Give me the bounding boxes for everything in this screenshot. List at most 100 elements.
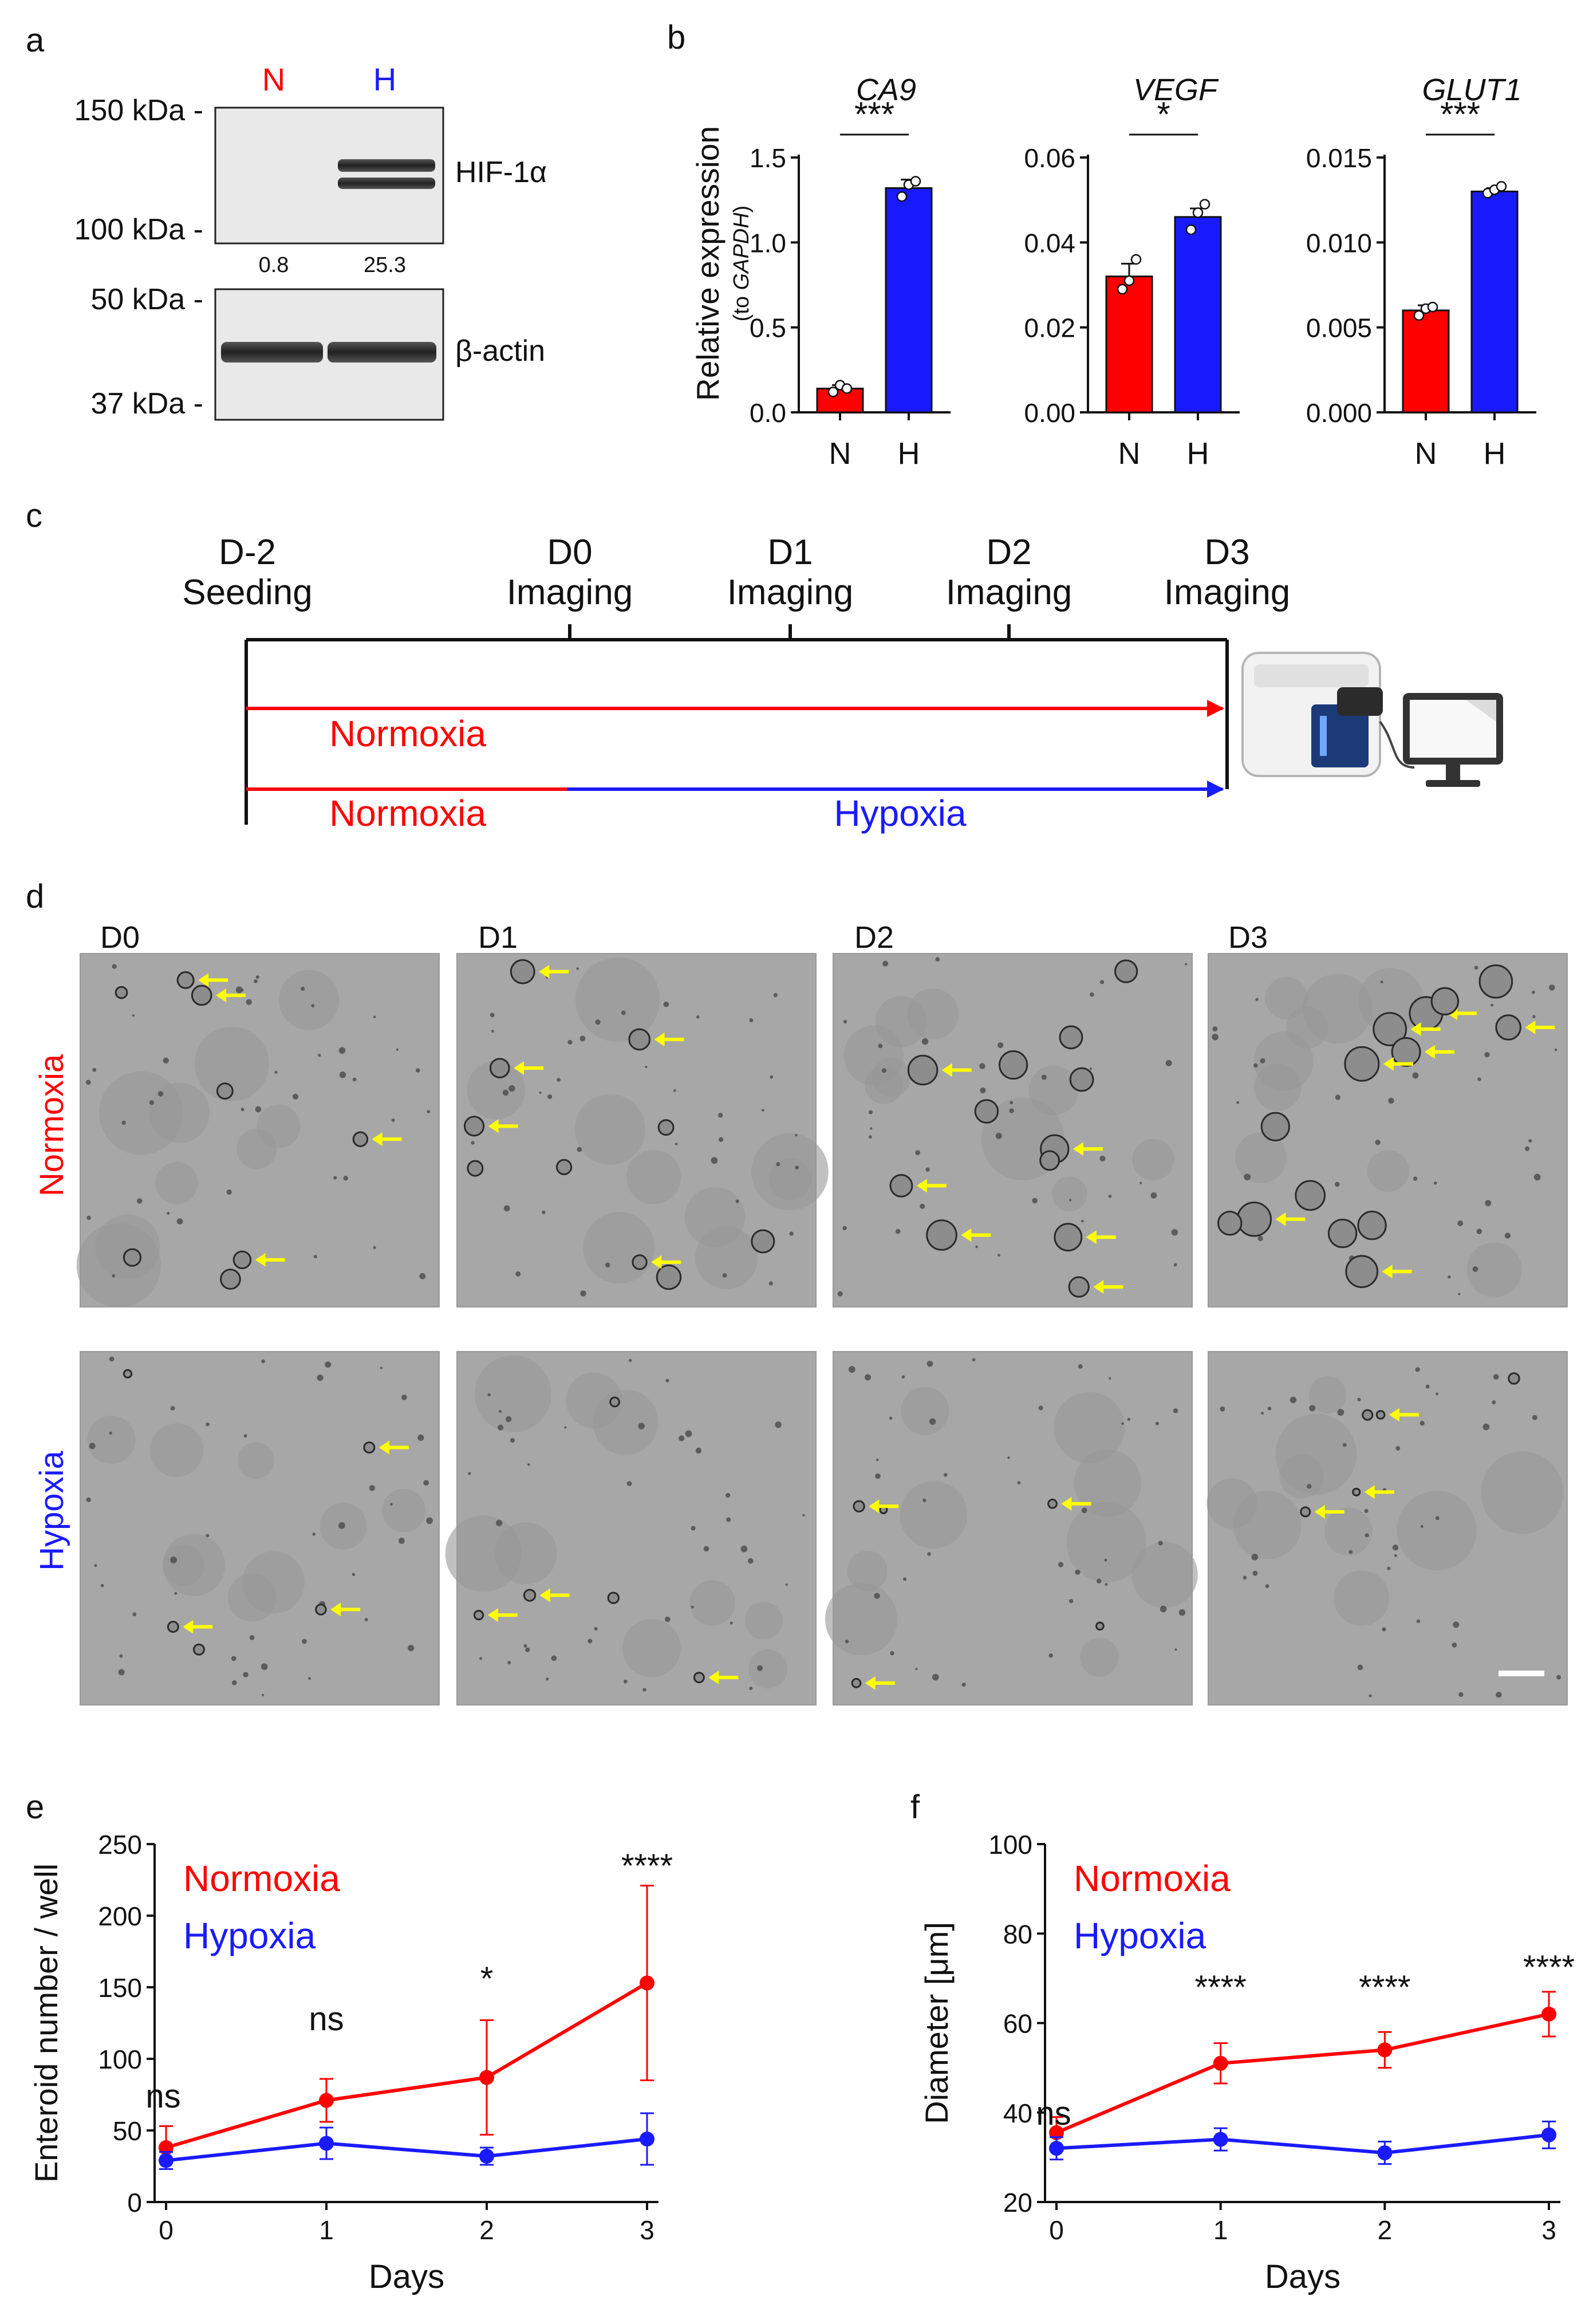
background-blur xyxy=(87,1415,136,1464)
debris-dot xyxy=(1425,1384,1430,1389)
yellow-arrowhead xyxy=(1314,1504,1325,1519)
yellow-arrowhead xyxy=(708,1671,719,1685)
debris-dot xyxy=(675,1143,678,1145)
debris-dot xyxy=(711,1157,718,1164)
enteroid xyxy=(1295,1180,1326,1211)
debris-dot xyxy=(1212,1033,1219,1041)
background-blur xyxy=(901,1386,949,1435)
debris-dot xyxy=(717,1113,723,1118)
background-blur xyxy=(1074,1449,1142,1517)
debris-dot xyxy=(889,1416,893,1420)
debris-dot xyxy=(1504,1232,1511,1239)
background-blur xyxy=(875,996,927,1047)
debris-dot xyxy=(167,1212,170,1215)
debris-dot xyxy=(231,1656,236,1661)
debris-dot xyxy=(1081,1219,1084,1223)
debris-dot xyxy=(426,1517,433,1525)
yellow-arrowhead xyxy=(330,1602,341,1617)
debris-dot xyxy=(665,1378,669,1382)
enteroid xyxy=(1047,1498,1058,1509)
debris-dot xyxy=(1178,1609,1186,1616)
debris-dot xyxy=(747,1558,754,1564)
debris-dot xyxy=(1357,1397,1361,1401)
debris-dot xyxy=(1109,1377,1111,1380)
debris-dot xyxy=(1032,1198,1038,1204)
debris-dot xyxy=(261,1663,268,1671)
debris-dot xyxy=(927,1552,931,1556)
actin-band-n xyxy=(221,342,323,363)
yellow-arrowhead xyxy=(183,1620,194,1634)
protein-hif1a: HIF-1α xyxy=(455,156,547,189)
enteroid xyxy=(1300,1506,1311,1518)
debris-dot xyxy=(629,1358,632,1362)
lane-label-h: H xyxy=(373,61,396,97)
debris-dot xyxy=(580,1290,586,1297)
chart-glut1: GLUT1 0.000 0.005 0.010 0.015 N H *** xyxy=(1306,73,1536,471)
debris-dot xyxy=(1458,1293,1461,1295)
debris-dot xyxy=(665,1616,671,1622)
glut1-ytick-label: 0.010 xyxy=(1306,228,1372,258)
debris-dot xyxy=(419,1273,426,1279)
debris-dot xyxy=(868,1135,872,1139)
debris-dot xyxy=(364,1618,368,1622)
debris-dot xyxy=(408,1645,415,1652)
debris-dot xyxy=(997,1042,1004,1049)
debris-dot xyxy=(86,1497,91,1503)
debris-dot xyxy=(546,1677,549,1681)
debris-dot xyxy=(1342,1443,1347,1447)
yellow-arrowhead xyxy=(869,1499,880,1514)
debris-dot xyxy=(235,986,243,994)
debris-dot xyxy=(338,1522,345,1529)
chart-f-annotation: **** xyxy=(1359,1969,1410,2006)
debris-dot xyxy=(1472,1266,1478,1272)
debris-dot xyxy=(1532,990,1535,994)
vegf-ytick-label: 0.00 xyxy=(1024,398,1075,428)
enteroid xyxy=(123,1369,133,1379)
chart-f-point-hypoxia xyxy=(1377,2145,1393,2161)
yellow-arrowhead xyxy=(378,1440,389,1455)
debris-dot xyxy=(922,1498,926,1502)
debris-dot xyxy=(726,1517,731,1522)
debris-dot xyxy=(785,1584,788,1586)
debris-dot xyxy=(845,1639,849,1644)
debris-dot xyxy=(170,1405,175,1411)
debris-dot xyxy=(1492,1400,1496,1405)
debris-dot xyxy=(231,1680,237,1685)
debris-dot xyxy=(1243,1575,1247,1580)
debris-dot xyxy=(1105,1583,1108,1586)
debris-dot xyxy=(925,1167,930,1172)
debris-dot xyxy=(1307,1484,1312,1489)
debris-dot xyxy=(317,1374,324,1381)
debris-dot xyxy=(1382,1627,1386,1632)
quant-n: 0.8 xyxy=(259,253,289,277)
background-blur xyxy=(1235,1132,1287,1184)
ylabel-relative-expression: Relative expression xyxy=(690,126,725,401)
background-blur xyxy=(583,1212,655,1284)
vegf-xtick-label: H xyxy=(1187,436,1209,471)
debris-dot xyxy=(975,1245,978,1248)
debris-dot xyxy=(1533,1173,1541,1181)
debris-dot xyxy=(109,1431,112,1435)
debris-dot xyxy=(502,1089,509,1096)
debris-dot xyxy=(163,1057,169,1063)
debris-dot xyxy=(423,1480,429,1486)
debris-dot xyxy=(874,1593,880,1599)
debris-dot xyxy=(119,1654,123,1658)
debris-dot xyxy=(1556,1675,1562,1680)
debris-dot xyxy=(1121,1422,1124,1425)
micrograph-normoxia-d2 xyxy=(833,953,1193,1307)
enteroid xyxy=(693,1672,705,1684)
debris-dot xyxy=(1048,1653,1053,1658)
debris-dot xyxy=(795,1133,798,1137)
chart-f-point-normoxia xyxy=(1377,2042,1393,2058)
debris-dot xyxy=(567,1039,573,1045)
enteroid xyxy=(853,1500,865,1512)
chart-e-annotation: ns xyxy=(145,2078,180,2115)
chart-e-line-hypoxia xyxy=(165,2137,648,2162)
timepoint-day: D0 xyxy=(547,533,592,572)
debris-dot xyxy=(112,1274,116,1278)
debris-dot xyxy=(206,1534,210,1538)
glut1-significance: *** xyxy=(1440,95,1480,133)
enteroid xyxy=(1391,1037,1421,1067)
enteroid xyxy=(907,1054,939,1086)
